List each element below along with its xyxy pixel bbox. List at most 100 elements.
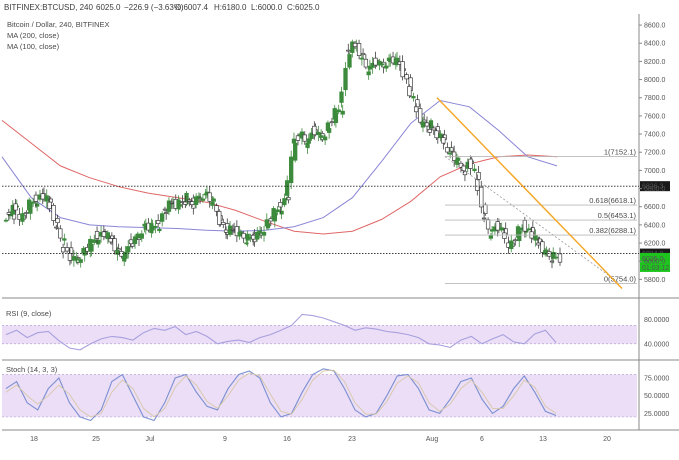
ma200-line [1, 120, 558, 235]
candle-body [502, 232, 507, 239]
candle-body [3, 219, 9, 222]
y-tick-label: 6800.0 [644, 186, 666, 193]
ma200-legend: MA (200, close) [7, 31, 60, 40]
candle-body [536, 242, 541, 246]
x-tick-label: Jul [146, 436, 155, 443]
candle-body [485, 219, 491, 230]
candle-body [312, 125, 317, 136]
x-tick-label: 16 [283, 436, 291, 443]
candle-body [461, 165, 466, 171]
candle-body [553, 256, 559, 259]
candle-body [360, 53, 366, 56]
candle-body [411, 96, 416, 99]
candle-body [164, 212, 169, 214]
candle-body [291, 138, 297, 144]
price-grid [2, 14, 679, 431]
fib-level-label: 0(5754.0) [604, 275, 637, 284]
descending-trendline [436, 97, 623, 289]
candle-body [285, 180, 290, 196]
candle-body [325, 122, 331, 131]
candle-body [31, 201, 36, 204]
candle-body [499, 227, 504, 231]
candle-body [366, 71, 371, 76]
candle-body [380, 63, 385, 66]
price-y-axis: 5800.0 6000.0 6200.0 6400.0 6600.0 6800.0 7000… [639, 23, 666, 284]
candle-body [92, 239, 97, 243]
fib-level-label: 0.5(6453.1) [598, 211, 637, 220]
candle-body [257, 230, 263, 234]
candle-body [295, 135, 301, 141]
candle-body [282, 198, 287, 206]
y-tick-label: 5800.0 [644, 277, 666, 284]
x-tick-label: 13 [539, 436, 547, 443]
x-tick-label: 23 [348, 436, 356, 443]
candle-body [40, 193, 45, 200]
candle-body [339, 91, 344, 103]
candle-body [221, 221, 226, 225]
candle-body [316, 131, 321, 136]
candle-body [472, 168, 477, 171]
candle-body [462, 171, 468, 176]
candle-body [522, 220, 527, 232]
candle-body [157, 228, 162, 232]
ohlc-high: H:6180.0 [214, 3, 247, 12]
candle-body [230, 229, 236, 231]
candle-body [336, 109, 341, 113]
candle-body [35, 203, 40, 207]
candle-body [244, 242, 249, 245]
candle-body [169, 201, 174, 204]
candle-body [264, 219, 269, 227]
candle-body [234, 226, 240, 237]
candle-body [404, 74, 409, 80]
x-tick-label: 20 [603, 436, 611, 443]
ohlc-open: O:6007.4 [175, 3, 208, 12]
candle-body [47, 201, 52, 210]
osc-band [2, 374, 637, 417]
candle-body [549, 260, 555, 263]
osc-tick-label: 40.0000 [644, 341, 669, 348]
y-tick-label: 7800.0 [644, 95, 666, 102]
y-tick-label: 8400.0 [644, 41, 666, 48]
candle-body [128, 239, 134, 245]
candle-body [200, 198, 206, 201]
current-price-label: 6025.0 [642, 256, 664, 263]
candle-body [434, 130, 439, 139]
candle-body [149, 223, 154, 234]
current-price-badge [640, 252, 670, 263]
candle-body [515, 226, 521, 238]
osc-series-line [5, 369, 557, 418]
candle-body [122, 256, 127, 262]
candle-body [513, 239, 518, 242]
candle-body [139, 233, 144, 239]
candle-body [88, 238, 93, 252]
candle-body [261, 231, 267, 236]
candle-body [223, 229, 229, 233]
y-tick-label: 7400.0 [644, 132, 666, 139]
last-price: 6025.0 [96, 3, 121, 12]
ohlc-close: C:6025.0 [287, 3, 320, 12]
candle-body [407, 86, 412, 97]
candle-body [115, 250, 120, 255]
candle-body [55, 218, 60, 224]
candle-body [132, 236, 138, 245]
candle-body [20, 213, 25, 222]
candle-body [373, 57, 378, 66]
candle-body [400, 61, 405, 78]
candle-body [207, 192, 212, 202]
candle-body [289, 156, 294, 184]
candle-body [116, 248, 121, 251]
candle-body [136, 237, 142, 240]
candle-body [279, 210, 284, 215]
candle-body [540, 241, 545, 253]
candle-body [105, 232, 111, 240]
candle-body [454, 159, 460, 165]
y-tick-label: 6000.0 [644, 259, 666, 266]
candles [3, 39, 563, 269]
candle-body [271, 208, 276, 220]
candle-body [302, 134, 307, 142]
osc-tick-label: 80.0000 [644, 317, 669, 324]
candle-body [13, 203, 18, 211]
candle-body [126, 246, 131, 253]
candle-body [305, 142, 310, 148]
candle-body [33, 194, 39, 202]
